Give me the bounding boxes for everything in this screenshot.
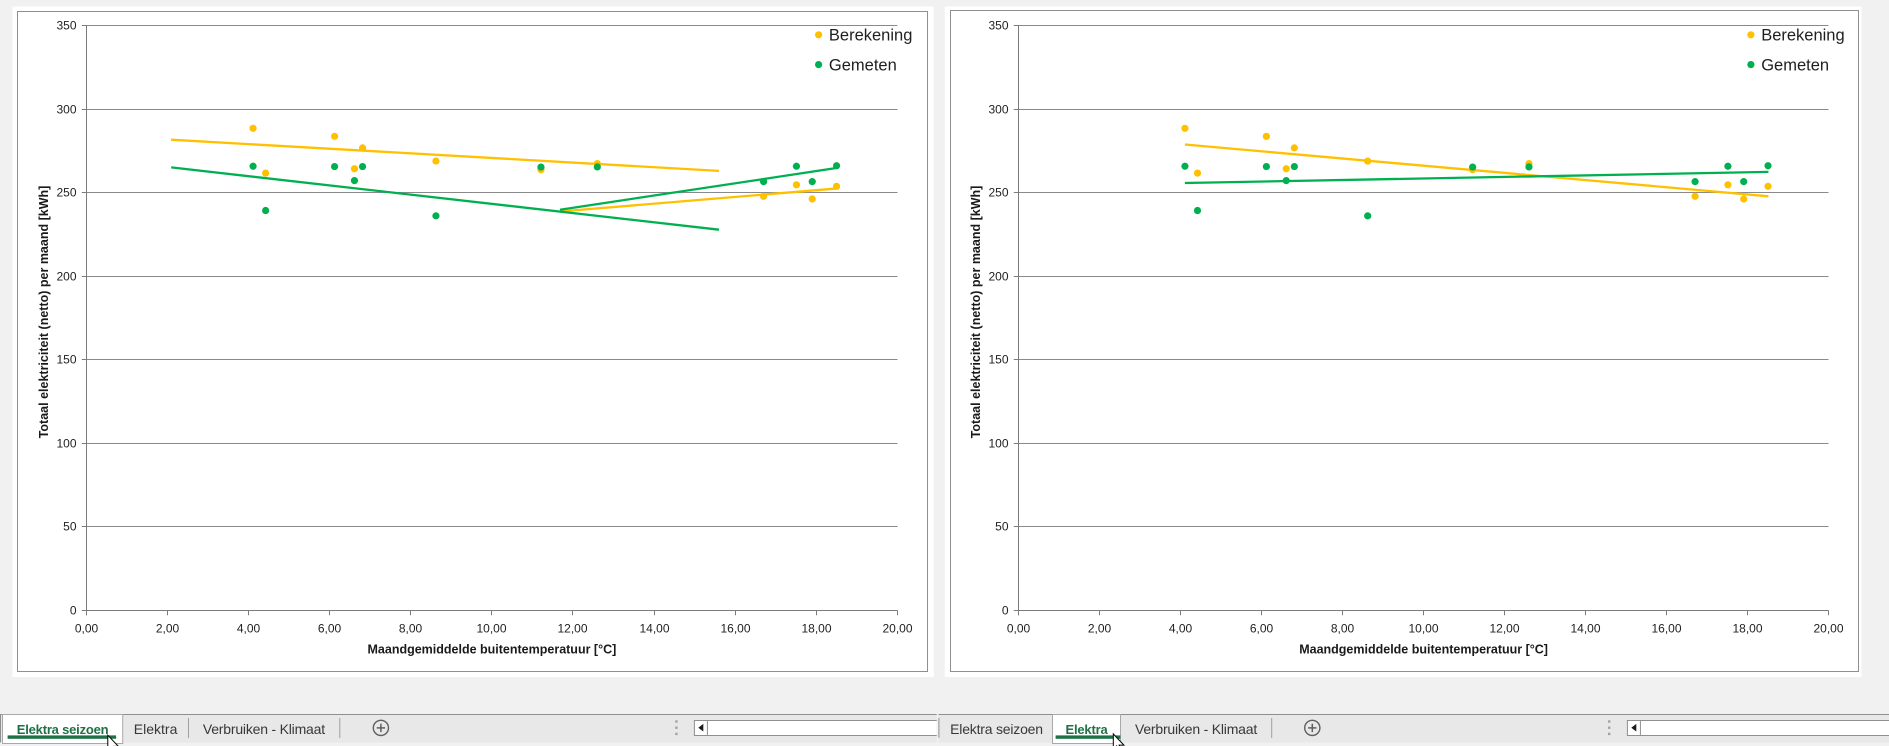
svg-text:50: 50 (63, 520, 77, 534)
svg-text:0: 0 (70, 604, 77, 618)
svg-text:300: 300 (988, 103, 1008, 117)
svg-text:250: 250 (56, 186, 76, 200)
svg-text:150: 150 (988, 353, 1008, 367)
svg-text:50: 50 (995, 520, 1009, 534)
svg-text:0: 0 (1002, 604, 1009, 618)
svg-text:18,00: 18,00 (1732, 621, 1762, 635)
svg-text:10,00: 10,00 (1408, 621, 1438, 635)
svg-text:Verbruiken - Klimaat: Verbruiken - Klimaat (1135, 721, 1257, 737)
svg-text:16,00: 16,00 (720, 621, 750, 635)
svg-text:16,00: 16,00 (1651, 621, 1681, 635)
svg-text:Totaal elektriciteit (netto) p: Totaal elektriciteit (netto) per maand [… (969, 186, 983, 439)
svg-text:200: 200 (988, 270, 1008, 284)
svg-text:Elektra seizoen: Elektra seizoen (17, 722, 109, 737)
svg-text:Berekening: Berekening (1761, 27, 1844, 45)
svg-text:150: 150 (56, 353, 76, 367)
svg-text:8,00: 8,00 (1331, 621, 1355, 635)
svg-text:10,00: 10,00 (476, 621, 506, 635)
svg-text:250: 250 (988, 186, 1008, 200)
svg-text:14,00: 14,00 (639, 621, 669, 635)
svg-text:Gemeten: Gemeten (1761, 56, 1829, 74)
svg-text:8,00: 8,00 (399, 621, 423, 635)
svg-text:Totaal elektriciteit (netto) p: Totaal elektriciteit (netto) per maand [… (37, 186, 51, 439)
svg-text:6,00: 6,00 (318, 621, 342, 635)
svg-text:Verbruiken - Klimaat: Verbruiken - Klimaat (203, 721, 325, 737)
svg-text:2,00: 2,00 (1088, 621, 1112, 635)
svg-text:Elektra: Elektra (1066, 722, 1109, 737)
svg-text:20,00: 20,00 (882, 621, 912, 635)
svg-text:Berekening: Berekening (829, 27, 912, 45)
svg-text:100: 100 (56, 437, 76, 451)
svg-text:18,00: 18,00 (801, 621, 831, 635)
svg-text:12,00: 12,00 (1489, 621, 1519, 635)
svg-text:350: 350 (56, 19, 76, 33)
svg-text:100: 100 (988, 437, 1008, 451)
svg-text:350: 350 (988, 19, 1008, 33)
svg-text:300: 300 (56, 103, 76, 117)
svg-text:200: 200 (56, 270, 76, 284)
svg-text:6,00: 6,00 (1250, 621, 1274, 635)
svg-text:Elektra: Elektra (134, 721, 178, 737)
svg-text:2,00: 2,00 (156, 621, 180, 635)
svg-text:Maandgemiddelde buitentemperat: Maandgemiddelde buitentemperatuur [°C] (1299, 643, 1548, 657)
svg-text:20,00: 20,00 (1813, 621, 1843, 635)
svg-text:Maandgemiddelde buitentemperat: Maandgemiddelde buitentemperatuur [°C] (368, 643, 617, 657)
svg-text:12,00: 12,00 (557, 621, 587, 635)
svg-text:Gemeten: Gemeten (829, 56, 897, 74)
svg-text:4,00: 4,00 (237, 621, 261, 635)
svg-text:0,00: 0,00 (75, 621, 99, 635)
svg-text:Elektra seizoen: Elektra seizoen (950, 721, 1043, 737)
svg-text:14,00: 14,00 (1570, 621, 1600, 635)
svg-text:4,00: 4,00 (1169, 621, 1193, 635)
svg-text:0,00: 0,00 (1007, 621, 1031, 635)
